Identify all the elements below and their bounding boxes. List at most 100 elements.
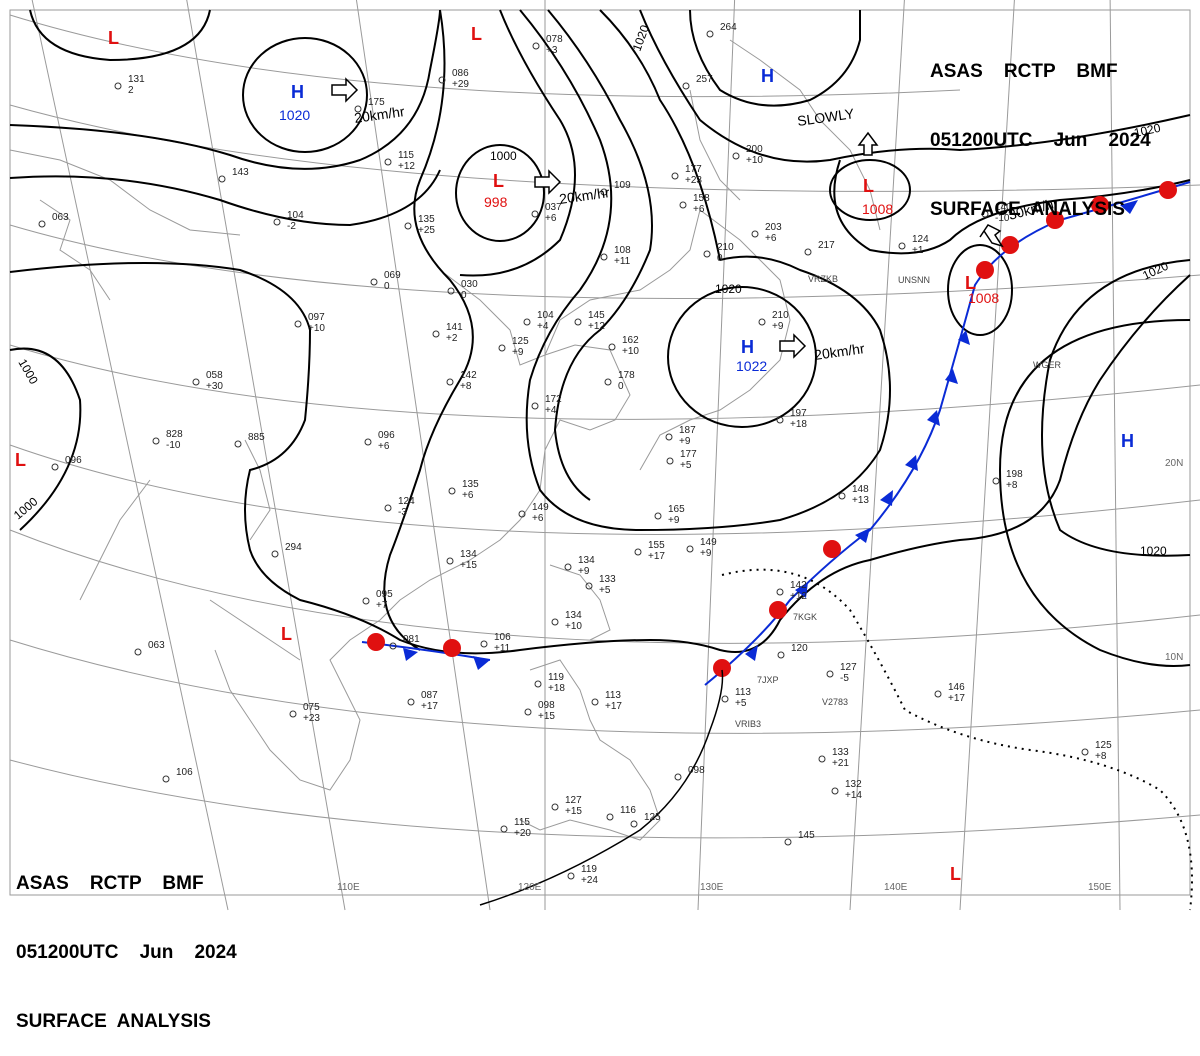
station-pressure: 115 (398, 150, 414, 161)
station-pressure: 109 (614, 180, 631, 191)
station-tendency: +5 (599, 585, 611, 596)
station-pressure: 124 (912, 234, 929, 245)
station-circle (600, 253, 608, 261)
station-circle (585, 582, 593, 590)
station-circle (666, 457, 674, 465)
station-plot: 095+7 (362, 589, 393, 611)
station-pressure: 113 (735, 687, 751, 698)
station-tendency: 0 (717, 253, 723, 264)
ship-ids: VRZKB UNSNN WGER 7KGK 7JXP V2783 VRIB3 (735, 274, 1061, 729)
station-plot: 149+6 (518, 502, 549, 524)
lon-label: 130E (700, 882, 724, 893)
station-tendency: +5 (680, 460, 692, 471)
station-circle (234, 440, 242, 448)
station-pressure: 078 (546, 34, 563, 45)
station-pressure: 140 (995, 202, 1012, 213)
ship-id: 7KGK (793, 612, 817, 622)
station-plot: 086+29 (438, 68, 469, 90)
station-pressure: 058 (206, 370, 223, 381)
ship-id: VRZKB (808, 274, 838, 284)
station-plot: 116 (606, 805, 636, 821)
station-plot: 294 (271, 542, 302, 558)
station-circle (831, 787, 839, 795)
header-bottom-title: SURFACE ANALYSIS (16, 1011, 211, 1032)
station-circle (671, 172, 679, 180)
station-pressure: 142 (790, 580, 807, 591)
low-pressure-center: L 998 (484, 171, 508, 210)
station-tendency: +20 (514, 828, 531, 839)
motion-speed: 20km/hr (558, 184, 611, 207)
coastlines (9, 39, 881, 841)
station-pressure: 178 (618, 370, 635, 381)
motion-vector: 20km/hr (779, 333, 866, 363)
station-circle (218, 175, 226, 183)
station-plot: 155+17 (634, 540, 665, 562)
center-value: 1022 (736, 358, 767, 374)
station-plot: 113+17 (591, 690, 622, 712)
isobar-label: 1020 (1133, 121, 1162, 140)
station-tendency: +6 (765, 233, 777, 244)
motion-speed: SLOWLY (796, 105, 856, 129)
station-tendency: +10 (622, 346, 639, 357)
station-plot: 145 (784, 830, 815, 846)
station-pressure: 165 (668, 504, 685, 515)
ship-id: 7JXP (757, 675, 779, 685)
center-letter: H (741, 337, 754, 357)
station-circle (446, 557, 454, 565)
station-circle (523, 318, 531, 326)
station-tendency: +25 (418, 225, 435, 236)
motion-arrow (534, 169, 562, 195)
station-plot: 106 (162, 767, 193, 783)
station-pressure: 264 (720, 22, 737, 33)
station-plot: 143 (218, 167, 249, 183)
station-pressure: 037 (545, 202, 562, 213)
station-tendency: +13 (852, 495, 869, 506)
station-circle (192, 378, 200, 386)
station-plot: 158+6 (679, 193, 710, 215)
station-tendency: -2 (287, 221, 296, 232)
station-pressure: 217 (818, 240, 835, 251)
station-plot: 098+15 (524, 700, 555, 722)
station-circle (665, 433, 673, 441)
station-plot: 142+12 (776, 580, 807, 602)
station-tendency: 0 (384, 281, 390, 292)
station-plot: 140-10 (981, 202, 1012, 224)
station-pressure: 134 (578, 555, 595, 566)
station-circle (551, 618, 559, 626)
station-pressure: 075 (303, 702, 320, 713)
low-pressure-center: L (15, 450, 26, 470)
station-plot: 135+25 (404, 214, 435, 236)
low-pressure-center: L (950, 864, 961, 884)
station-plot: 133+5 (585, 574, 616, 596)
header-bottom: ASAS RCTP BMF 051200UTC Jun 2024 SURFACE… (16, 826, 237, 1056)
station-plot: 115+12 (384, 150, 415, 172)
station-pressure: 177 (685, 164, 702, 175)
station-circle (370, 278, 378, 286)
station-plot: 177+23 (671, 164, 702, 186)
header-top-station: ASAS RCTP BMF (930, 61, 1118, 82)
station-circle (273, 218, 281, 226)
station-plot: 119+18 (534, 672, 565, 694)
station-circle (574, 318, 582, 326)
station-pressure: 294 (285, 542, 302, 553)
station-circle (898, 242, 906, 250)
station-pressure: 120 (791, 643, 808, 654)
station-plot: 125+8 (1081, 740, 1112, 762)
station-pressure: 119 (581, 864, 597, 875)
high-pressure-center: H (761, 66, 774, 86)
station-pressure: 133 (832, 747, 849, 758)
station-circle (784, 838, 792, 846)
station-circle (362, 597, 370, 605)
station-pressure: 158 (693, 193, 710, 204)
station-circle (674, 773, 682, 781)
station-circle (134, 648, 142, 656)
station-plot: 145+12 (574, 310, 605, 332)
station-circle (294, 320, 302, 328)
station-circle (384, 158, 392, 166)
center-value: 1020 (279, 107, 310, 123)
station-circle (776, 588, 784, 596)
station-circle (152, 437, 160, 445)
